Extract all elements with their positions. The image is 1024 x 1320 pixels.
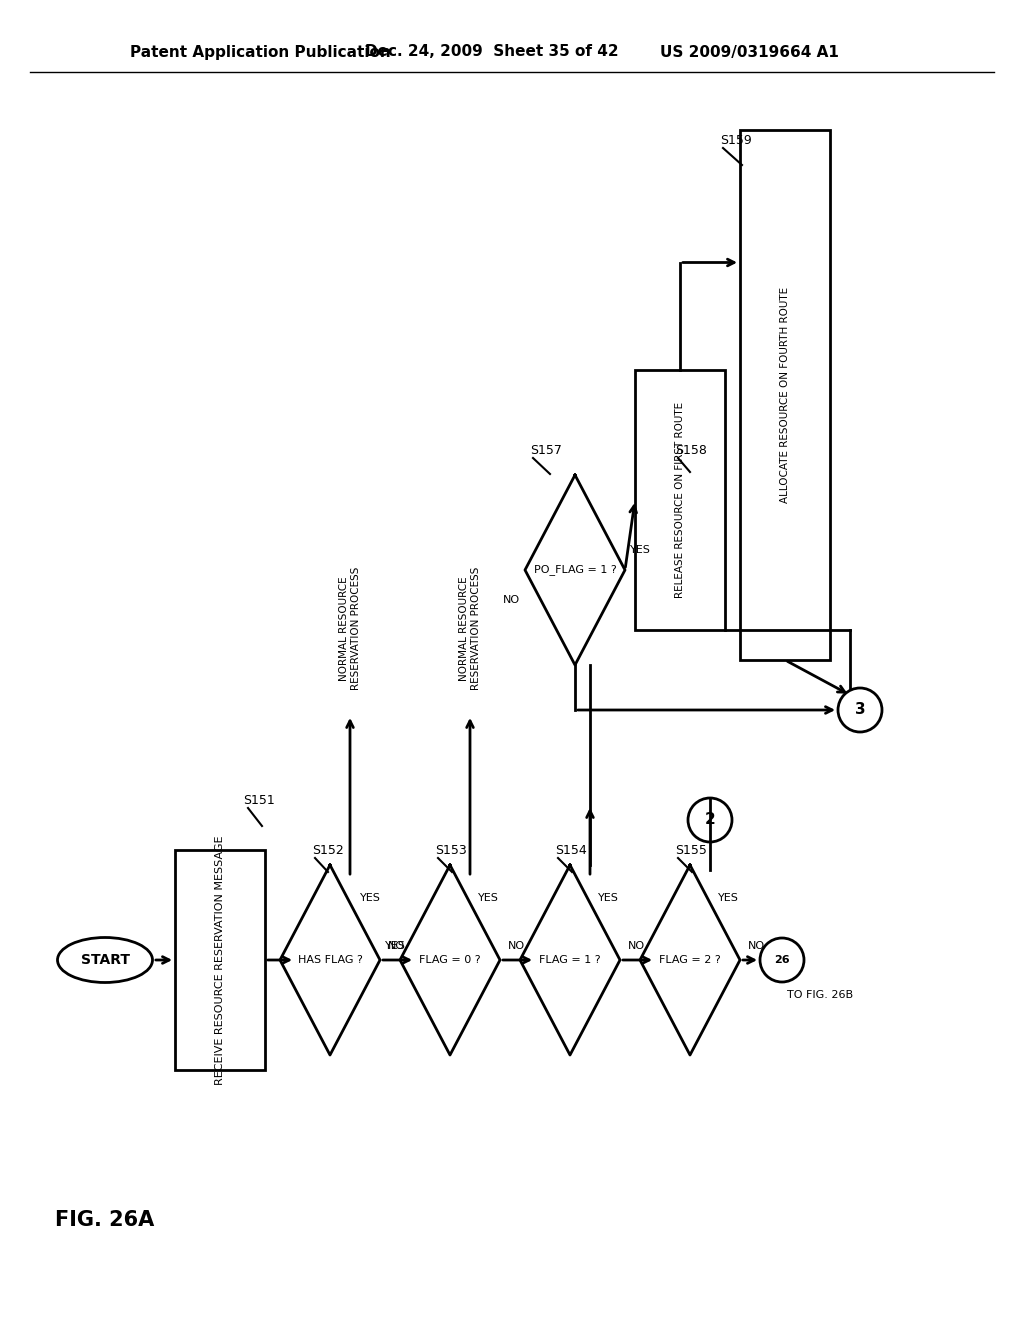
Circle shape	[838, 688, 882, 733]
Text: Patent Application Publication: Patent Application Publication	[130, 45, 391, 59]
Text: YES: YES	[598, 894, 618, 903]
Text: START: START	[81, 953, 129, 968]
Text: PO_FLAG = 1 ?: PO_FLAG = 1 ?	[534, 565, 616, 576]
Text: 3: 3	[855, 702, 865, 718]
Text: YES: YES	[360, 894, 381, 903]
Text: YES: YES	[630, 545, 651, 554]
Text: NO: NO	[503, 595, 520, 605]
Text: FLAG = 0 ?: FLAG = 0 ?	[419, 954, 481, 965]
Text: S153: S153	[435, 843, 467, 857]
Text: NO: NO	[628, 941, 645, 950]
Text: S151: S151	[243, 793, 274, 807]
Text: S152: S152	[312, 843, 344, 857]
Text: 26: 26	[774, 954, 790, 965]
Bar	[635, 370, 725, 630]
Text: NO: NO	[388, 941, 406, 950]
Text: NORMAL RESOURCE
RESERVATION PROCESS: NORMAL RESOURCE RESERVATION PROCESS	[459, 566, 481, 690]
Text: YES: YES	[718, 894, 739, 903]
Text: ALLOCATE RESOURCE ON FOURTH ROUTE: ALLOCATE RESOURCE ON FOURTH ROUTE	[780, 286, 790, 503]
Text: Dec. 24, 2009  Sheet 35 of 42: Dec. 24, 2009 Sheet 35 of 42	[365, 45, 618, 59]
Text: FLAG = 2 ?: FLAG = 2 ?	[659, 954, 721, 965]
Text: RELEASE RESOURCE ON FIRST ROUTE: RELEASE RESOURCE ON FIRST ROUTE	[675, 401, 685, 598]
Text: YES: YES	[478, 894, 499, 903]
Text: US 2009/0319664 A1: US 2009/0319664 A1	[660, 45, 839, 59]
Text: S159: S159	[720, 133, 752, 147]
Text: FIG. 26A: FIG. 26A	[55, 1210, 155, 1230]
Text: NO: NO	[508, 941, 525, 950]
Text: FLAG = 1 ?: FLAG = 1 ?	[540, 954, 601, 965]
Text: NORMAL RESOURCE
RESERVATION PROCESS: NORMAL RESOURCE RESERVATION PROCESS	[339, 566, 360, 690]
Text: 2: 2	[705, 813, 716, 828]
Text: S155: S155	[675, 843, 707, 857]
Text: S158: S158	[675, 444, 707, 457]
Text: S157: S157	[530, 444, 562, 457]
Text: S154: S154	[555, 843, 587, 857]
Text: HAS FLAG ?: HAS FLAG ?	[298, 954, 362, 965]
Text: RECEIVE RESOURCE RESERVATION MESSAGE: RECEIVE RESOURCE RESERVATION MESSAGE	[215, 836, 225, 1085]
Text: NO: NO	[748, 941, 765, 950]
Text: YES: YES	[385, 941, 406, 950]
Circle shape	[760, 939, 804, 982]
Text: TO FIG. 26B: TO FIG. 26B	[787, 990, 853, 1001]
Bar	[175, 850, 265, 1071]
Circle shape	[688, 799, 732, 842]
Bar	[740, 129, 830, 660]
Ellipse shape	[57, 937, 153, 982]
